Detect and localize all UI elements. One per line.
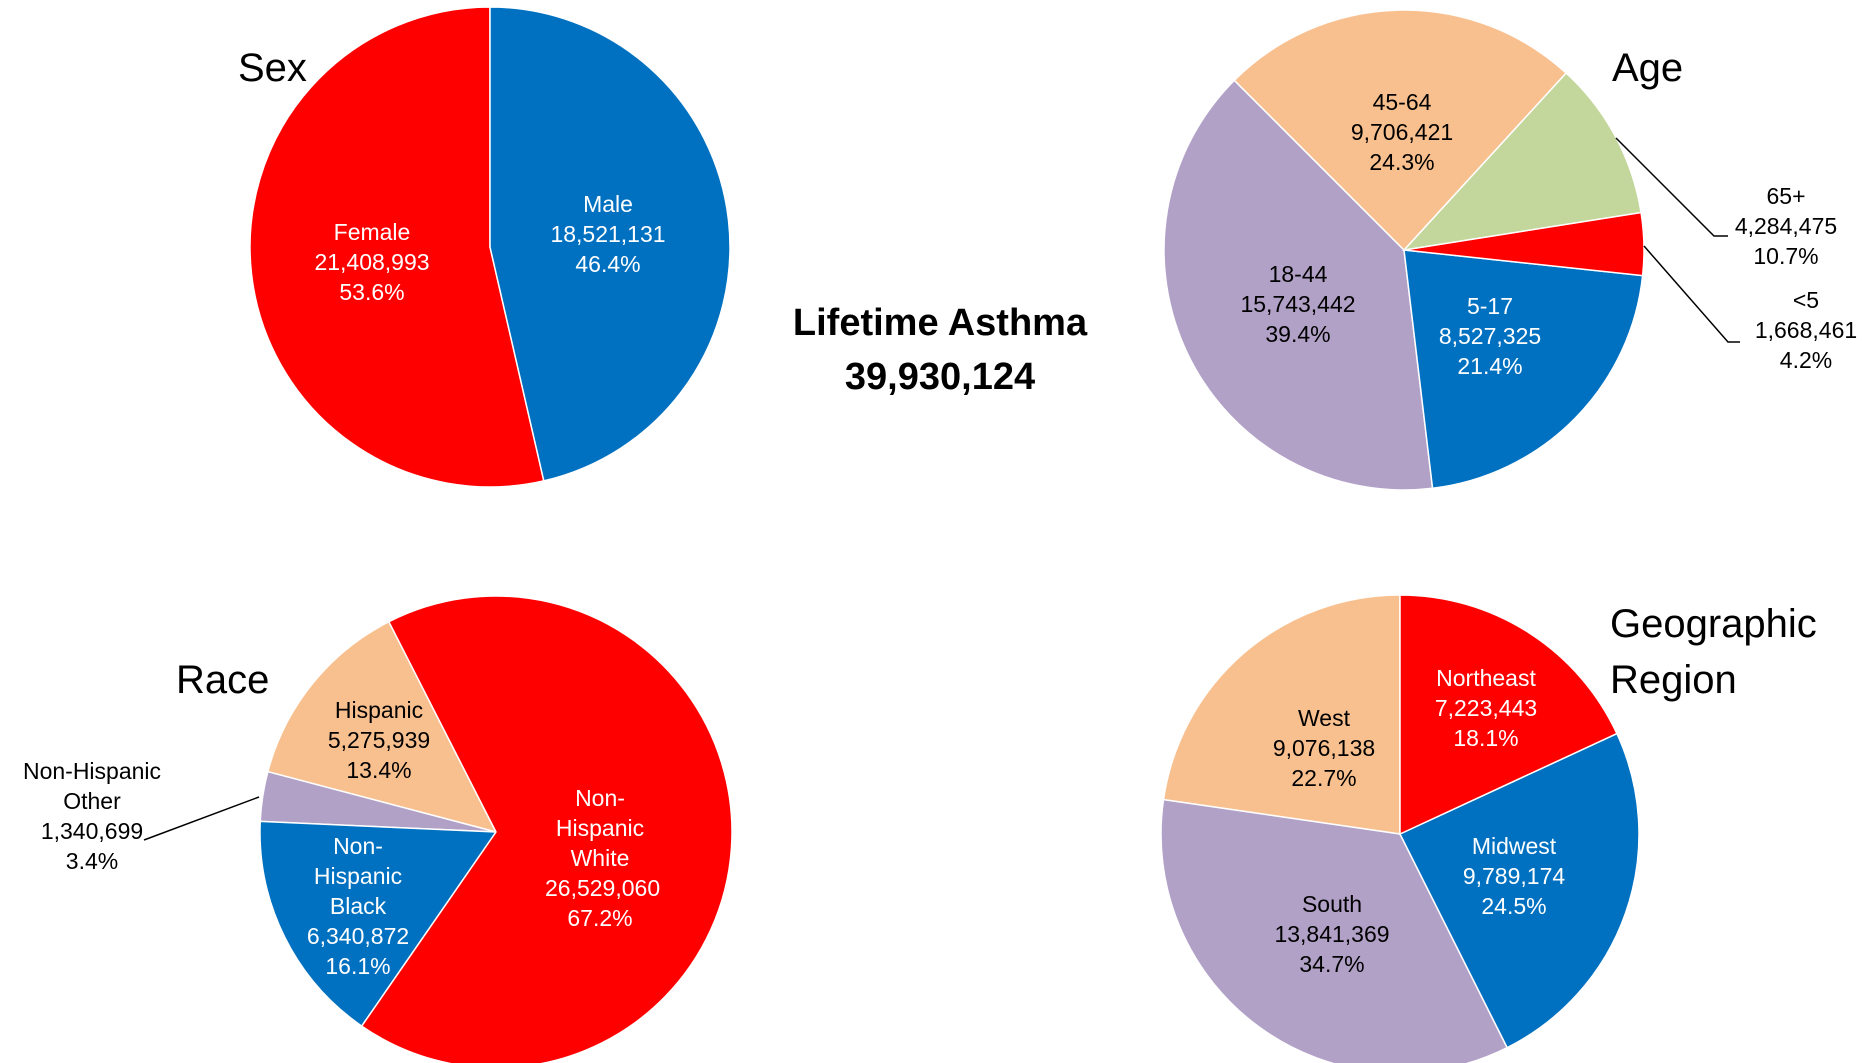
pie-slice <box>259 820 498 1028</box>
chart-title: Race <box>176 658 270 702</box>
slice-label: 65+ 4,284,475 10.7% <box>1706 181 1866 271</box>
percent-label: 16.1% <box>325 953 391 979</box>
leader-line <box>143 796 260 841</box>
pie-slice <box>1398 732 1640 1049</box>
category-label: West <box>1298 705 1350 731</box>
percent-label: 18.1% <box>1453 725 1519 751</box>
percent-label: 22.7% <box>1291 765 1357 791</box>
slice-label: Non-Hispanic Other 1,340,699 3.4% <box>2 756 182 876</box>
count-label: 18,521,131 <box>550 221 666 247</box>
slice-label: Northeast 7,223,443 18.1% <box>1406 663 1566 753</box>
pie-slice <box>1160 798 1509 1063</box>
percent-label: 24.3% <box>1369 149 1435 175</box>
pie-slice <box>360 595 733 1063</box>
percent-label: 39.4% <box>1265 321 1331 347</box>
slice-label: West 9,076,138 22.7% <box>1244 703 1404 793</box>
category-label: 65+ <box>1766 183 1806 209</box>
pie-slice <box>1401 71 1642 252</box>
pie-slice <box>1233 9 1568 252</box>
percent-label: 24.5% <box>1481 893 1547 919</box>
category-label: Female <box>333 219 411 245</box>
percent-label: 3.4% <box>65 848 119 874</box>
percent-label: 67.2% <box>567 905 633 931</box>
category-label: 5-17 <box>1466 293 1514 319</box>
count-label: 15,743,442 <box>1240 291 1356 317</box>
count-label: 13,841,369 <box>1274 921 1390 947</box>
pie-slice <box>249 6 545 488</box>
count-label: 21,408,993 <box>314 249 430 275</box>
count-label: 9,076,138 <box>1272 735 1376 761</box>
count-label: 4,284,475 <box>1734 213 1838 239</box>
chart-title: Geographic Region <box>1610 602 1817 702</box>
slice-label: Female 21,408,993 53.6% <box>292 217 452 307</box>
count-label: 6,340,872 <box>306 923 410 949</box>
count-label: 5,275,939 <box>327 727 431 753</box>
leader-line <box>1643 245 1740 343</box>
leader-line <box>1615 137 1728 237</box>
chart-title: Age <box>1612 46 1684 90</box>
slice-label: <5 1,668,461 4.2% <box>1726 285 1868 375</box>
pie-slice <box>1399 594 1618 836</box>
count-label: 1,340,699 <box>40 818 144 844</box>
pie-slice <box>1163 79 1434 491</box>
percent-label: 10.7% <box>1753 243 1819 269</box>
pie-slice <box>1403 249 1644 490</box>
slice-label: South 13,841,369 34.7% <box>1252 889 1412 979</box>
category-label: 18-44 <box>1268 261 1328 287</box>
slice-label: 5-17 8,527,325 21.4% <box>1410 291 1570 381</box>
summary: Lifetime Asthma 39,930,124 <box>790 296 1090 404</box>
category-label: Hispanic <box>334 697 424 723</box>
chart-title: Sex <box>238 46 307 90</box>
slice-label: Midwest 9,789,174 24.5% <box>1434 831 1594 921</box>
percent-label: 4.2% <box>1779 347 1833 373</box>
category-label: Midwest <box>1471 833 1557 859</box>
count-label: 9,789,174 <box>1462 863 1566 889</box>
percent-label: 21.4% <box>1457 353 1523 379</box>
pie-slice <box>1162 594 1401 835</box>
percent-label: 34.7% <box>1299 951 1365 977</box>
category-label: Non-Hispanic Black <box>313 833 403 919</box>
slice-label: Male 18,521,131 46.4% <box>528 189 688 279</box>
percent-label: 53.6% <box>339 279 405 305</box>
count-label: 8,527,325 <box>1438 323 1542 349</box>
category-label: <5 <box>1792 287 1820 313</box>
slice-label: 45-64 9,706,421 24.3% <box>1322 87 1482 177</box>
category-label: Non-Hispanic Other <box>22 758 162 814</box>
summary-title: Lifetime Asthma <box>792 302 1088 344</box>
slice-label: Non-Hispanic White 26,529,060 67.2% <box>545 783 661 933</box>
category-label: 45-64 <box>1372 89 1432 115</box>
slice-label: Hispanic 5,275,939 13.4% <box>299 695 459 785</box>
percent-label: 13.4% <box>346 757 412 783</box>
count-label: 9,706,421 <box>1350 119 1454 145</box>
summary-total: 39,930,124 <box>844 356 1036 398</box>
count-label: 1,668,461 <box>1754 317 1858 343</box>
slice-label: Non-Hispanic Black 6,340,872 16.1% <box>303 831 413 981</box>
category-label: Male <box>583 191 633 217</box>
category-label: South <box>1301 891 1363 917</box>
category-label: Non-Hispanic White <box>555 785 645 871</box>
count-label: 26,529,060 <box>545 875 661 901</box>
pie-slice <box>489 6 731 482</box>
slice-label: 18-44 15,743,442 39.4% <box>1218 259 1378 349</box>
pie-slice <box>266 620 498 834</box>
category-label: Northeast <box>1436 665 1536 691</box>
count-label: 7,223,443 <box>1434 695 1538 721</box>
percent-label: 46.4% <box>575 251 641 277</box>
